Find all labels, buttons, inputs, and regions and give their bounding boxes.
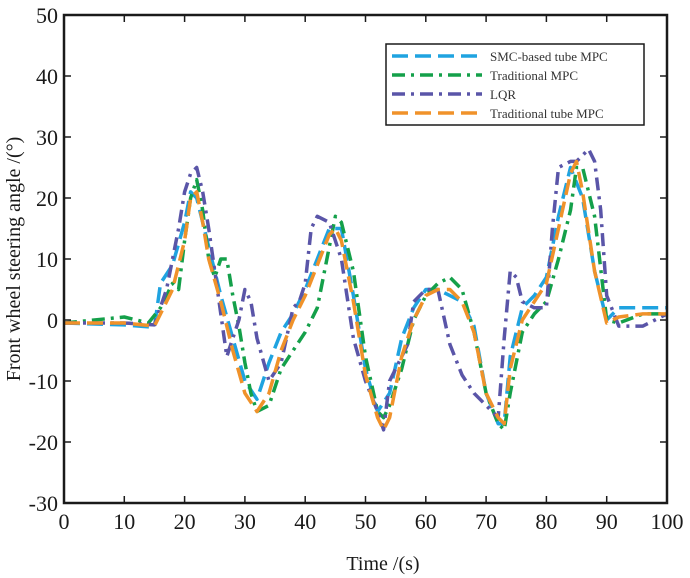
x-tick-label: 40 [294, 509, 316, 534]
x-tick-label: 50 [355, 509, 377, 534]
y-tick-label: -30 [29, 491, 58, 516]
legend-label: SMC-based tube MPC [490, 49, 608, 64]
y-tick-label: 50 [36, 3, 58, 28]
x-axis-label: Time /(s) [346, 553, 419, 575]
y-tick-label: 0 [47, 308, 58, 333]
x-tick-label: 0 [59, 509, 70, 534]
y-tick-label: 20 [36, 186, 58, 211]
series-lines [63, 147, 668, 432]
x-tick-label: 70 [475, 509, 497, 534]
x-tick-label: 100 [651, 509, 684, 534]
x-tick-label: 10 [113, 509, 135, 534]
x-tick-label: 80 [535, 509, 557, 534]
y-axis-label: Front wheel steering angle /(°) [3, 137, 25, 382]
y-tick-label: 10 [36, 247, 58, 272]
x-tick-label: 20 [174, 509, 196, 534]
series-line-traditional-tube-mpc [64, 159, 667, 432]
x-tick-label: 90 [596, 509, 618, 534]
x-tick-label: 60 [415, 509, 437, 534]
x-tick-label: 30 [234, 509, 256, 534]
legend-label: LQR [490, 87, 516, 102]
legend-label: Traditional tube MPC [490, 106, 604, 121]
y-tick-label: -20 [29, 430, 58, 455]
y-tick-label: 40 [36, 64, 58, 89]
legend-items: SMC-based tube MPC Traditional MPC LQR Trad… [392, 49, 608, 121]
series-line-traditional-mpc [63, 165, 667, 432]
y-tick-label: -10 [29, 369, 58, 394]
series-line-smc-based-tube-mpc [63, 165, 667, 426]
y-tick-label: 30 [36, 125, 58, 150]
legend-label: Traditional MPC [490, 68, 578, 83]
legend: SMC-based tube MPC Traditional MPC LQR Trad… [385, 43, 645, 126]
axis-ticks [63, 14, 668, 504]
axis-tick-labels: 0 10 20 30 40 50 60 70 80 90 100 -30 -20 -10 0 10 20 30 40… [29, 3, 684, 534]
series-line-lqr [64, 147, 668, 432]
